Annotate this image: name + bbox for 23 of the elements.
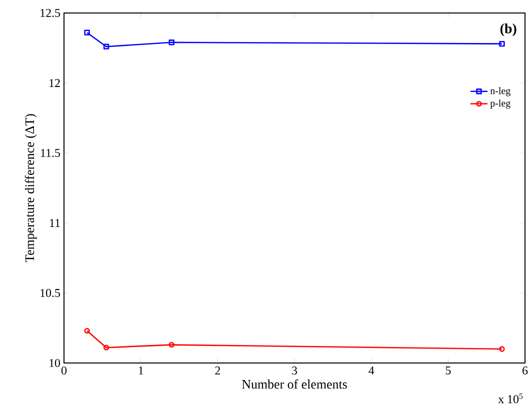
point [103,44,110,50]
point [168,342,174,348]
legend-label: n-leg [490,87,510,96]
y-tick-label: 10.5 [40,288,60,298]
y-tick-label: 10 [50,358,60,368]
x-tick-label: 2 [215,366,220,374]
x-tick-label: 4 [368,366,374,374]
y-tick-label: 11.5 [41,148,60,158]
y-axis-title: Temperature difference (ΔT) [24,114,37,262]
point [168,40,174,46]
legend-label: p-leg [490,100,510,109]
x-tick-label: 3 [292,366,298,375]
point [103,344,110,350]
y-tick-label: 11 [50,219,60,227]
x-tick-label: 0 [61,366,67,375]
annotation: (b) [500,24,516,36]
x-tick-label: 5 [446,366,451,374]
y-tick-label: 12.5 [40,8,60,18]
x-tick-label: 6 [522,366,528,375]
x-tick-label: 1 [138,366,144,374]
x-axis-title: Number of elements [242,379,347,389]
y-tick-label: 12 [50,79,60,87]
text: x 10$^{5}$ [498,394,523,404]
